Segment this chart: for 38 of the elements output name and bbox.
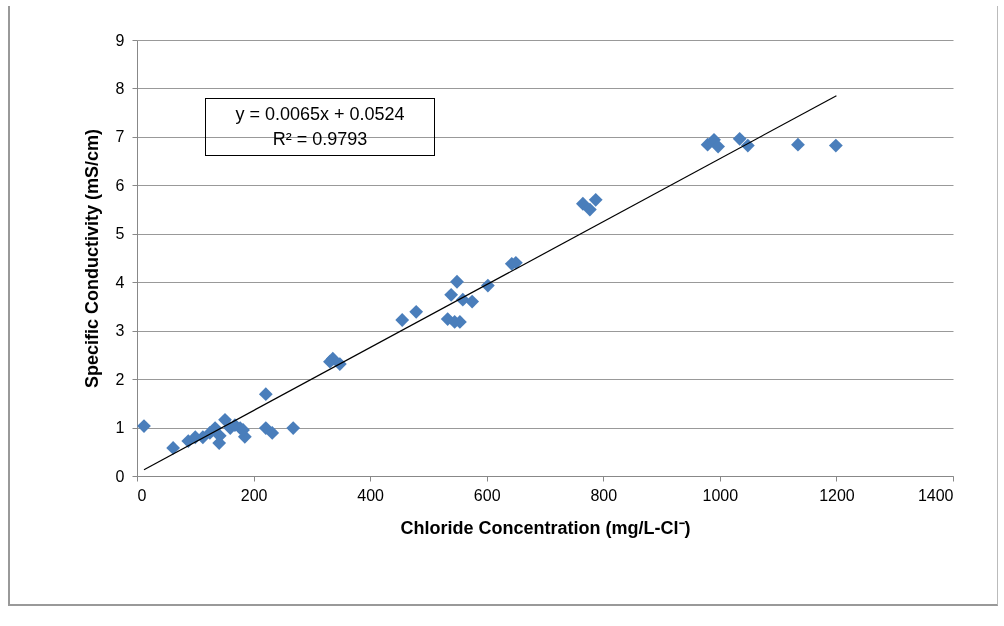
- y-tick-label: 4: [115, 273, 125, 291]
- point: [711, 139, 725, 154]
- x-tick-label: 1200: [819, 486, 855, 504]
- y-tick-label: 9: [115, 31, 125, 49]
- point: [395, 313, 410, 327]
- point: [218, 412, 232, 427]
- x-tick-label: 400: [357, 486, 385, 504]
- point: [265, 425, 280, 440]
- x-tick-label: 600: [473, 486, 501, 504]
- point: [409, 304, 424, 319]
- annotation: R² = 0.9793: [271, 128, 369, 151]
- y-tick-label: 1: [115, 419, 125, 437]
- point: [791, 137, 805, 152]
- text-box: y = 0.0065x + 0.0524 R² = 0.9793: [205, 98, 435, 156]
- point: [450, 274, 464, 289]
- x-axis-title: Chloride Concentration (mg/L-Cl⁻): [400, 517, 691, 538]
- x-tick-label: 1000: [702, 486, 739, 504]
- x-tick-label: 800: [590, 486, 618, 504]
- y-tick-label: 6: [115, 176, 125, 194]
- y-tick-label: 3: [115, 322, 125, 340]
- x-tick-label: 0: [137, 486, 147, 504]
- point: [828, 138, 843, 153]
- x-tick-label: 200: [240, 486, 268, 504]
- point: [258, 387, 273, 402]
- y-tick-label: 5: [115, 225, 125, 243]
- y-axis-title: Specific Conductivity (mS/cm): [81, 128, 102, 389]
- point: [166, 441, 181, 455]
- point: [286, 421, 301, 435]
- y-tick-label: 7: [115, 128, 125, 146]
- annotation: y = 0.0065x + 0.0524: [234, 103, 406, 126]
- y-tick-label: 8: [115, 79, 125, 97]
- point: [732, 131, 747, 146]
- x-tick-label: 1400: [917, 486, 954, 504]
- y-tick-label: 2: [115, 370, 125, 388]
- y-tick-label: 0: [115, 467, 125, 485]
- point: [444, 287, 459, 302]
- point: [465, 294, 480, 309]
- point: [588, 192, 603, 207]
